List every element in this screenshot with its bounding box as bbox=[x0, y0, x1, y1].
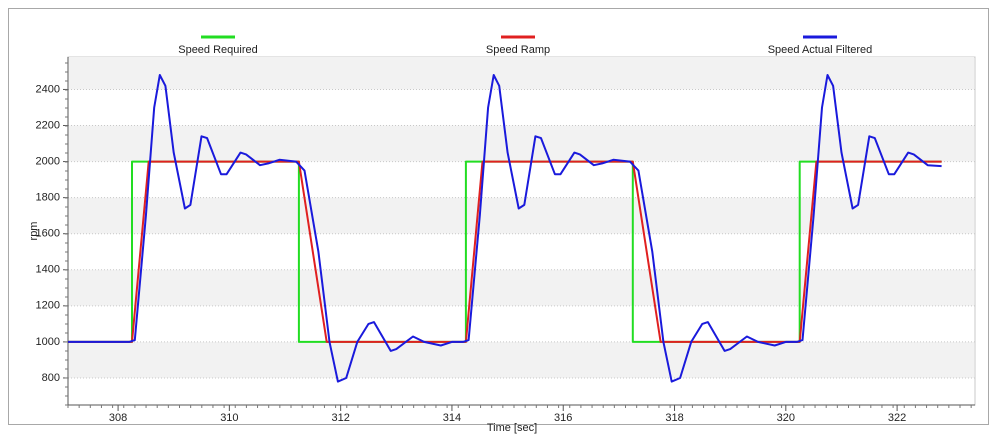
x-tick-label: 322 bbox=[888, 412, 906, 424]
legend-label: Speed Ramp bbox=[486, 44, 550, 56]
grid-band bbox=[69, 197, 974, 234]
grid-band bbox=[69, 57, 974, 90]
y-tick-label: 2200 bbox=[36, 119, 60, 131]
grid-band bbox=[69, 341, 974, 378]
series-line bbox=[68, 160, 942, 343]
grid-band bbox=[69, 125, 974, 162]
y-tick-label: 1200 bbox=[36, 300, 60, 312]
legend-label: Speed Actual Filtered bbox=[768, 44, 873, 56]
grid-band bbox=[69, 269, 974, 306]
x-tick-label: 318 bbox=[665, 412, 683, 424]
y-tick-label: 1400 bbox=[36, 264, 60, 276]
series-line bbox=[68, 74, 942, 383]
x-tick-label: 316 bbox=[554, 412, 572, 424]
y-tick-label: 1600 bbox=[36, 228, 60, 240]
x-axis-label: Time [sec] bbox=[487, 422, 537, 434]
y-tick-label: 2000 bbox=[36, 155, 60, 167]
y-tick-label: 1000 bbox=[36, 336, 60, 348]
y-tick-label: 2400 bbox=[36, 83, 60, 95]
x-tick-label: 320 bbox=[777, 412, 795, 424]
series-line bbox=[68, 160, 942, 343]
x-tick-label: 308 bbox=[109, 412, 127, 424]
x-tick-label: 312 bbox=[331, 412, 349, 424]
x-tick-label: 310 bbox=[220, 412, 238, 424]
y-axis-label: rpm bbox=[28, 222, 40, 241]
y-tick-label: 1800 bbox=[36, 192, 60, 204]
x-tick-label: 314 bbox=[443, 412, 461, 424]
y-tick-label: 800 bbox=[42, 372, 60, 384]
legend-label: Speed Required bbox=[178, 44, 258, 56]
